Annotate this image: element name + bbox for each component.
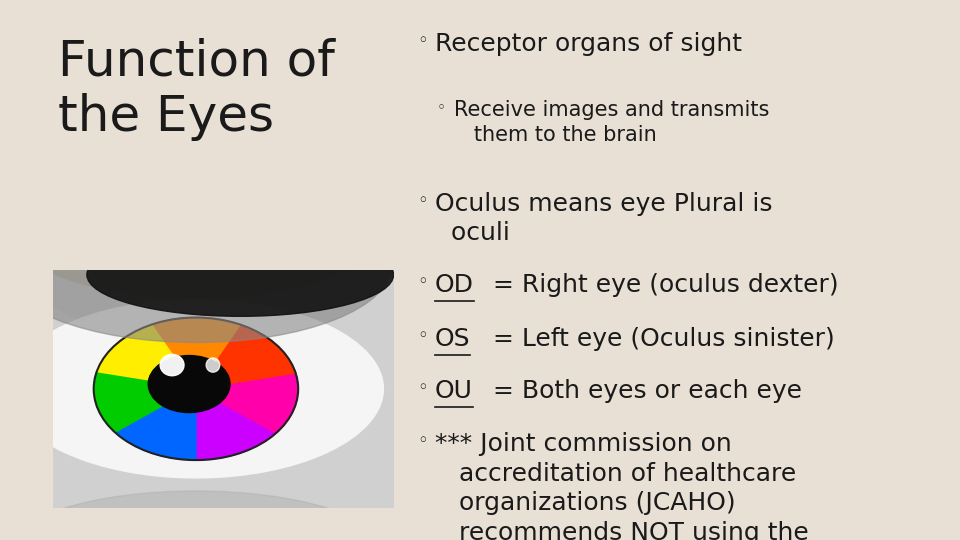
Text: ◦: ◦ [418,192,428,210]
Text: ◦: ◦ [418,273,428,291]
Circle shape [148,355,230,413]
Ellipse shape [9,300,383,478]
Text: *** Joint commission on
   accreditation of healthcare
   organizations (JCAHO)
: *** Joint commission on accreditation of… [435,432,808,540]
Text: ◦: ◦ [437,100,445,115]
Text: Receptor organs of sight: Receptor organs of sight [435,32,742,56]
Text: = Both eyes or each eye: = Both eyes or each eye [485,379,802,403]
Text: = Right eye (oculus dexter): = Right eye (oculus dexter) [485,273,838,296]
Text: Receive images and transmits
   them to the brain: Receive images and transmits them to the… [454,100,770,145]
Wedge shape [94,373,196,433]
Ellipse shape [87,233,394,316]
Ellipse shape [0,188,392,342]
Ellipse shape [206,358,220,372]
Ellipse shape [160,354,184,376]
FancyBboxPatch shape [53,270,394,508]
Text: ◦: ◦ [418,379,428,397]
Wedge shape [196,325,296,389]
Wedge shape [96,325,196,389]
Ellipse shape [18,175,394,341]
Wedge shape [152,318,240,389]
Text: Oculus means eye Plural is
  oculi: Oculus means eye Plural is oculi [435,192,773,245]
Wedge shape [196,373,299,433]
Wedge shape [116,389,196,460]
Text: = Left eye (Oculus sinister): = Left eye (Oculus sinister) [485,327,834,350]
Text: OD: OD [435,273,474,296]
Text: OS: OS [435,327,470,350]
Text: ◦: ◦ [418,32,428,50]
Ellipse shape [9,156,383,299]
Ellipse shape [9,491,383,540]
Ellipse shape [26,518,367,540]
Text: OU: OU [435,379,472,403]
Text: ◦: ◦ [418,327,428,345]
Text: Function of
the Eyes: Function of the Eyes [58,38,334,141]
Text: ◦: ◦ [418,432,428,450]
Wedge shape [196,389,276,460]
